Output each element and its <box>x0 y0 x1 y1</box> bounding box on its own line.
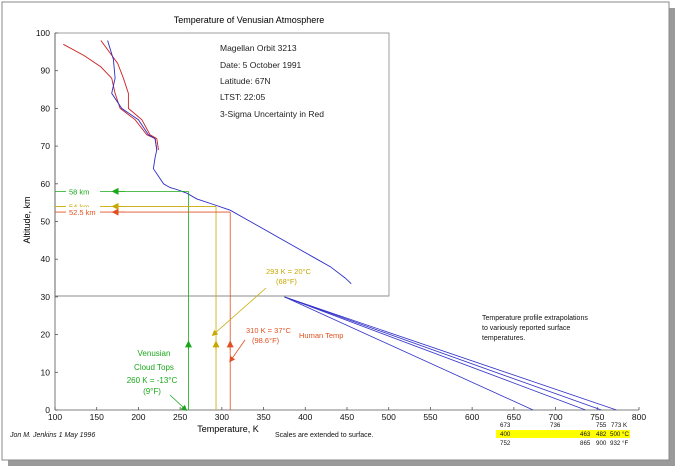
surface-table-highlight <box>496 430 630 438</box>
warm-annotation-line2: (68°F) <box>276 277 297 286</box>
human-annotation: 310 K = 37°C (98.6°F) Human Temp <box>246 326 343 345</box>
f-row-0: 752 <box>500 440 511 447</box>
c-row-0: 400 <box>500 431 511 438</box>
x-tick-label: 700 <box>548 412 562 422</box>
cloud-annotation-line3: 260 K = -13°C <box>127 376 178 385</box>
x-ticks: 100 150 200 250 300 350 400 450 500 550 600 650 700 7… <box>48 407 646 422</box>
f-row-1: 865 <box>580 440 591 447</box>
x-tick-label: 500 <box>382 412 396 422</box>
x-tick-label: 250 <box>173 412 187 422</box>
x-tick-label: 100 <box>48 412 62 422</box>
x-tick-label: 800 <box>632 412 646 422</box>
x-tick-label: 450 <box>340 412 354 422</box>
credit-text: Jon M. Jenkins 1 May 1996 <box>9 432 95 439</box>
cloud-annotation-line4: (9°F) <box>143 387 161 396</box>
x-axis-label: Temperature, K <box>197 424 259 434</box>
c-row-1: 463 <box>580 431 591 438</box>
y-tick-label: 80 <box>41 103 51 113</box>
measured-profile-line <box>107 40 352 285</box>
extrapolation-note-line3: temperatures. <box>482 335 525 342</box>
warm-annotation-line1: 293 K = 20°C <box>266 267 311 276</box>
k-row-1: 736 <box>550 422 561 429</box>
k-row-3: 773 K <box>611 422 628 429</box>
page-border <box>1 1 670 461</box>
warm-pointer-line <box>211 287 267 336</box>
y-tick-label: 90 <box>41 66 51 76</box>
human-annotation-line2: (98.6°F) <box>252 336 280 345</box>
y-axis-label: Altitude, km <box>22 196 32 243</box>
reference-label-bg <box>66 207 100 217</box>
extrapolation-line <box>284 296 534 411</box>
warm-annotation: 293 K = 20°C (68°F) <box>266 267 311 286</box>
y-tick-label: 40 <box>41 254 51 264</box>
scale-note: Scales are extended to surface. <box>275 432 374 439</box>
y-ticks: 0 10 20 30 40 50 60 70 80 90 100 <box>36 28 58 415</box>
y-tick-label: 20 <box>41 330 51 340</box>
x-tick-label: 200 <box>131 412 145 422</box>
info-ltst: LTST: 22:05 <box>220 92 265 102</box>
f-row-2: 900 <box>596 440 607 447</box>
info-block: Magellan Orbit 3213 Date: 5 October 1991… <box>220 43 324 119</box>
extrapolation-line <box>284 296 586 411</box>
info-latitude: Latitude: 67N <box>220 76 271 86</box>
y-tick-label: 70 <box>41 141 51 151</box>
y-tick-label: 100 <box>36 28 50 38</box>
cloud-annotation-line2: Cloud Tops <box>134 363 174 372</box>
y-tick-label: 0 <box>45 405 50 415</box>
reference-label-bg <box>66 186 100 196</box>
info-orbit: Magellan Orbit 3213 <box>220 43 297 53</box>
human-annotation-line1: 310 K = 37°C <box>246 326 291 335</box>
human-pointer-line <box>229 339 246 363</box>
cloud-annotation-line1: Venusian <box>138 349 171 358</box>
x-tick-label: 350 <box>256 412 270 422</box>
x-tick-label: 400 <box>298 412 312 422</box>
x-tick-label: 650 <box>507 412 521 422</box>
extrapolation-line <box>284 296 602 411</box>
reference-label-bg <box>66 201 100 211</box>
y-tick-label: 30 <box>41 292 51 302</box>
reference-level-label: 54 km <box>69 202 89 211</box>
reference-level-label: 52.5 km <box>69 208 96 217</box>
x-tick-label: 150 <box>90 412 104 422</box>
surface-table: 673 736 755 773 K 400 463 482 500 °C 752… <box>496 422 630 447</box>
extrapolation-note-line1: Temperature profile extrapolations <box>482 315 588 322</box>
extrapolation-line <box>284 296 617 411</box>
cloud-pointer-line <box>169 394 188 412</box>
c-row-2: 482 <box>596 431 607 438</box>
info-date: Date: 5 October 1991 <box>220 60 302 70</box>
human-temp-label: Human Temp <box>299 331 343 340</box>
k-row-2: 755 <box>596 422 607 429</box>
x-tick-label: 550 <box>423 412 437 422</box>
x-tick-label: 750 <box>590 412 604 422</box>
y-tick-label: 10 <box>41 367 51 377</box>
y-tick-label: 50 <box>41 217 51 227</box>
f-row-3: 932 °F <box>610 440 629 447</box>
reference-level-label: 58 km <box>69 187 89 196</box>
info-uncertainty: 3-Sigma Uncertainty in Red <box>220 109 324 119</box>
chart-title: Temperature of Venusian Atmosphere <box>174 15 325 25</box>
k-row-0: 673 <box>500 422 511 429</box>
extrapolation-note-line2: to variously reported surface <box>482 325 570 332</box>
cloud-annotation: Venusian Cloud Tops 260 K = -13°C (9°F) <box>127 349 178 396</box>
x-tick-label: 300 <box>215 412 229 422</box>
extrapolation-note: Temperature profile extrapolations to va… <box>482 315 588 342</box>
extrapolation-layer <box>284 296 617 411</box>
x-tick-label: 600 <box>465 412 479 422</box>
series-layer <box>63 40 352 285</box>
upper-3-sigma-bound-line <box>100 40 159 150</box>
y-tick-label: 60 <box>41 179 51 189</box>
c-row-3: 500 °C <box>610 431 630 438</box>
